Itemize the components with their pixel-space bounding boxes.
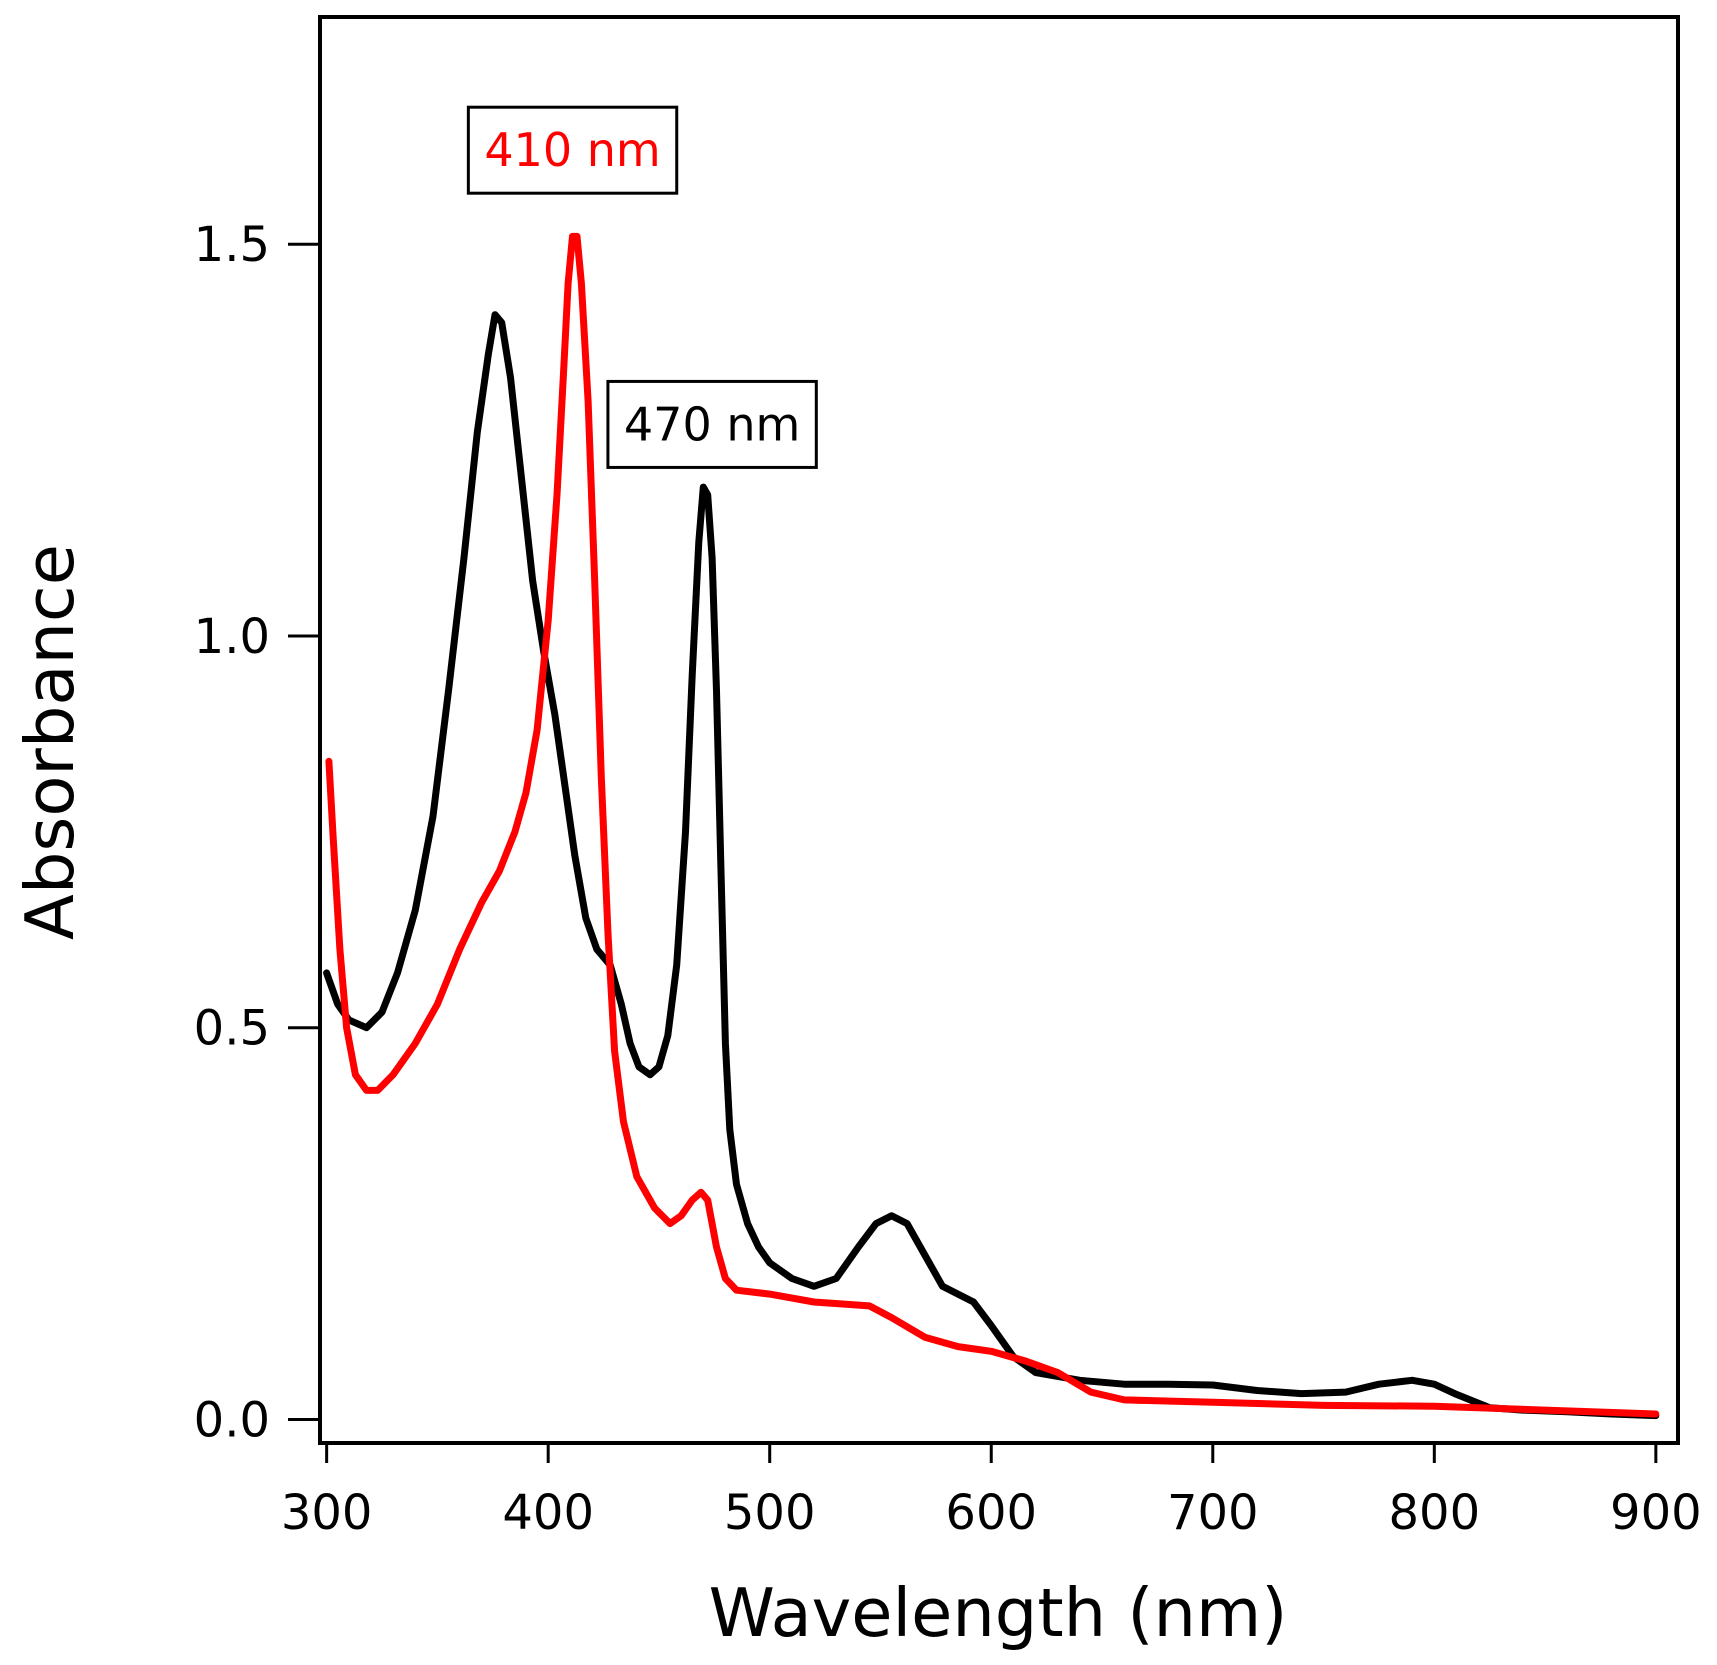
x-tick-label: 400: [502, 1485, 594, 1541]
peak-annotation-box: [466, 105, 679, 195]
peak-annotation-text: 470 nm: [624, 397, 800, 451]
peak-annotation: 470 nm: [606, 379, 818, 469]
x-tick-label: 600: [945, 1485, 1037, 1541]
y-axis: 0.0 0.5 1.0 1.5: [194, 217, 320, 1448]
x-tick-label: 500: [724, 1485, 816, 1541]
x-axis: 300 400 500 600 700 800 900: [281, 1443, 1702, 1541]
series-layer: [323, 232, 1660, 1420]
x-tick-label: 800: [1389, 1485, 1481, 1541]
x-axis-label: Wavelength (nm): [709, 1574, 1288, 1652]
x-tick-label: 900: [1610, 1485, 1702, 1541]
series-line-red: [325, 232, 1660, 1418]
peak-annotation-text: 410 nm: [484, 123, 660, 177]
y-tick-label: 0.0: [194, 1392, 270, 1448]
peak-annotation-box: [606, 379, 818, 469]
plot-frame: [318, 15, 1680, 1445]
x-tick-label: 700: [1167, 1485, 1259, 1541]
series-line-black: [323, 311, 1660, 1420]
y-tick-label: 1.0: [194, 609, 270, 665]
y-axis-label: Absorbance: [11, 544, 89, 940]
x-tick-label: 300: [281, 1485, 373, 1541]
peak-annotation: 410 nm: [466, 105, 679, 195]
annotation-layer: 410 nm 470 nm: [466, 105, 818, 469]
y-tick-label: 1.5: [194, 217, 270, 273]
y-tick-label: 0.5: [194, 1001, 270, 1057]
